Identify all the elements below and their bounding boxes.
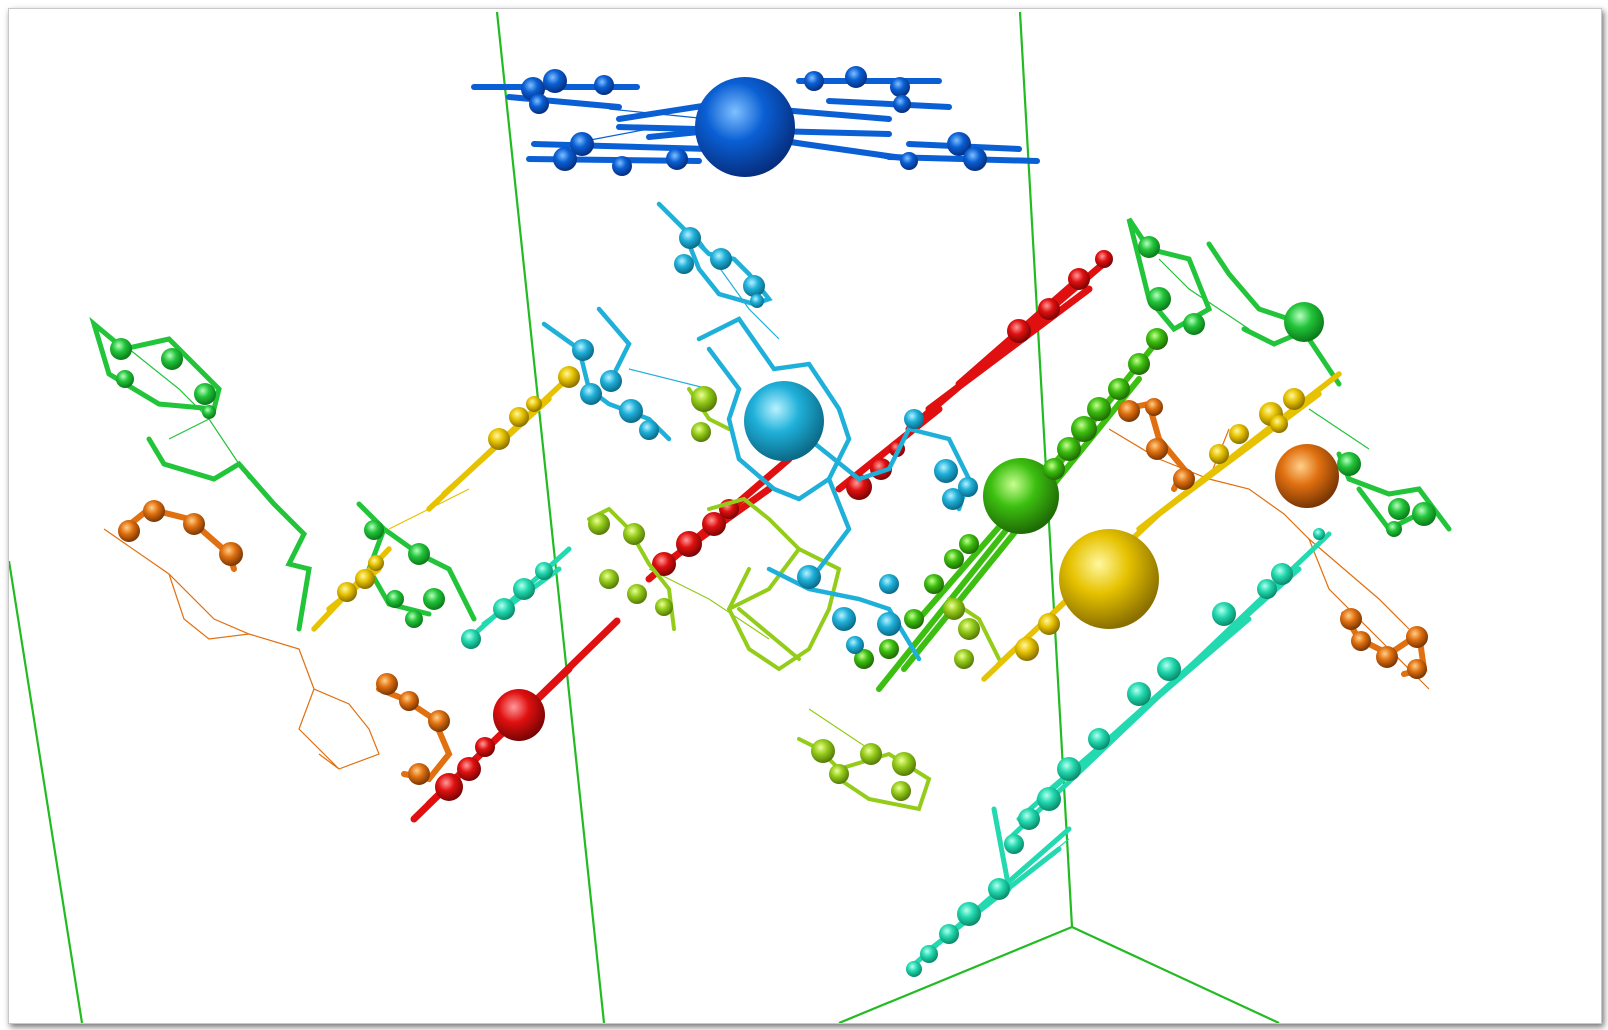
blue-fragment <box>471 66 1040 177</box>
molecule-viewer[interactable] <box>8 8 1602 1024</box>
lime-fragment <box>587 386 1001 812</box>
cyan-fragment <box>541 201 978 662</box>
red-fragment <box>410 250 1113 823</box>
green-fragment <box>89 217 1452 632</box>
teal-fragment <box>461 528 1332 977</box>
yellow-fragment <box>311 366 1342 682</box>
orange-fragment <box>118 398 1428 785</box>
leaf-green-fragment <box>854 328 1168 692</box>
molecular-structure-scene[interactable] <box>9 9 1601 1023</box>
